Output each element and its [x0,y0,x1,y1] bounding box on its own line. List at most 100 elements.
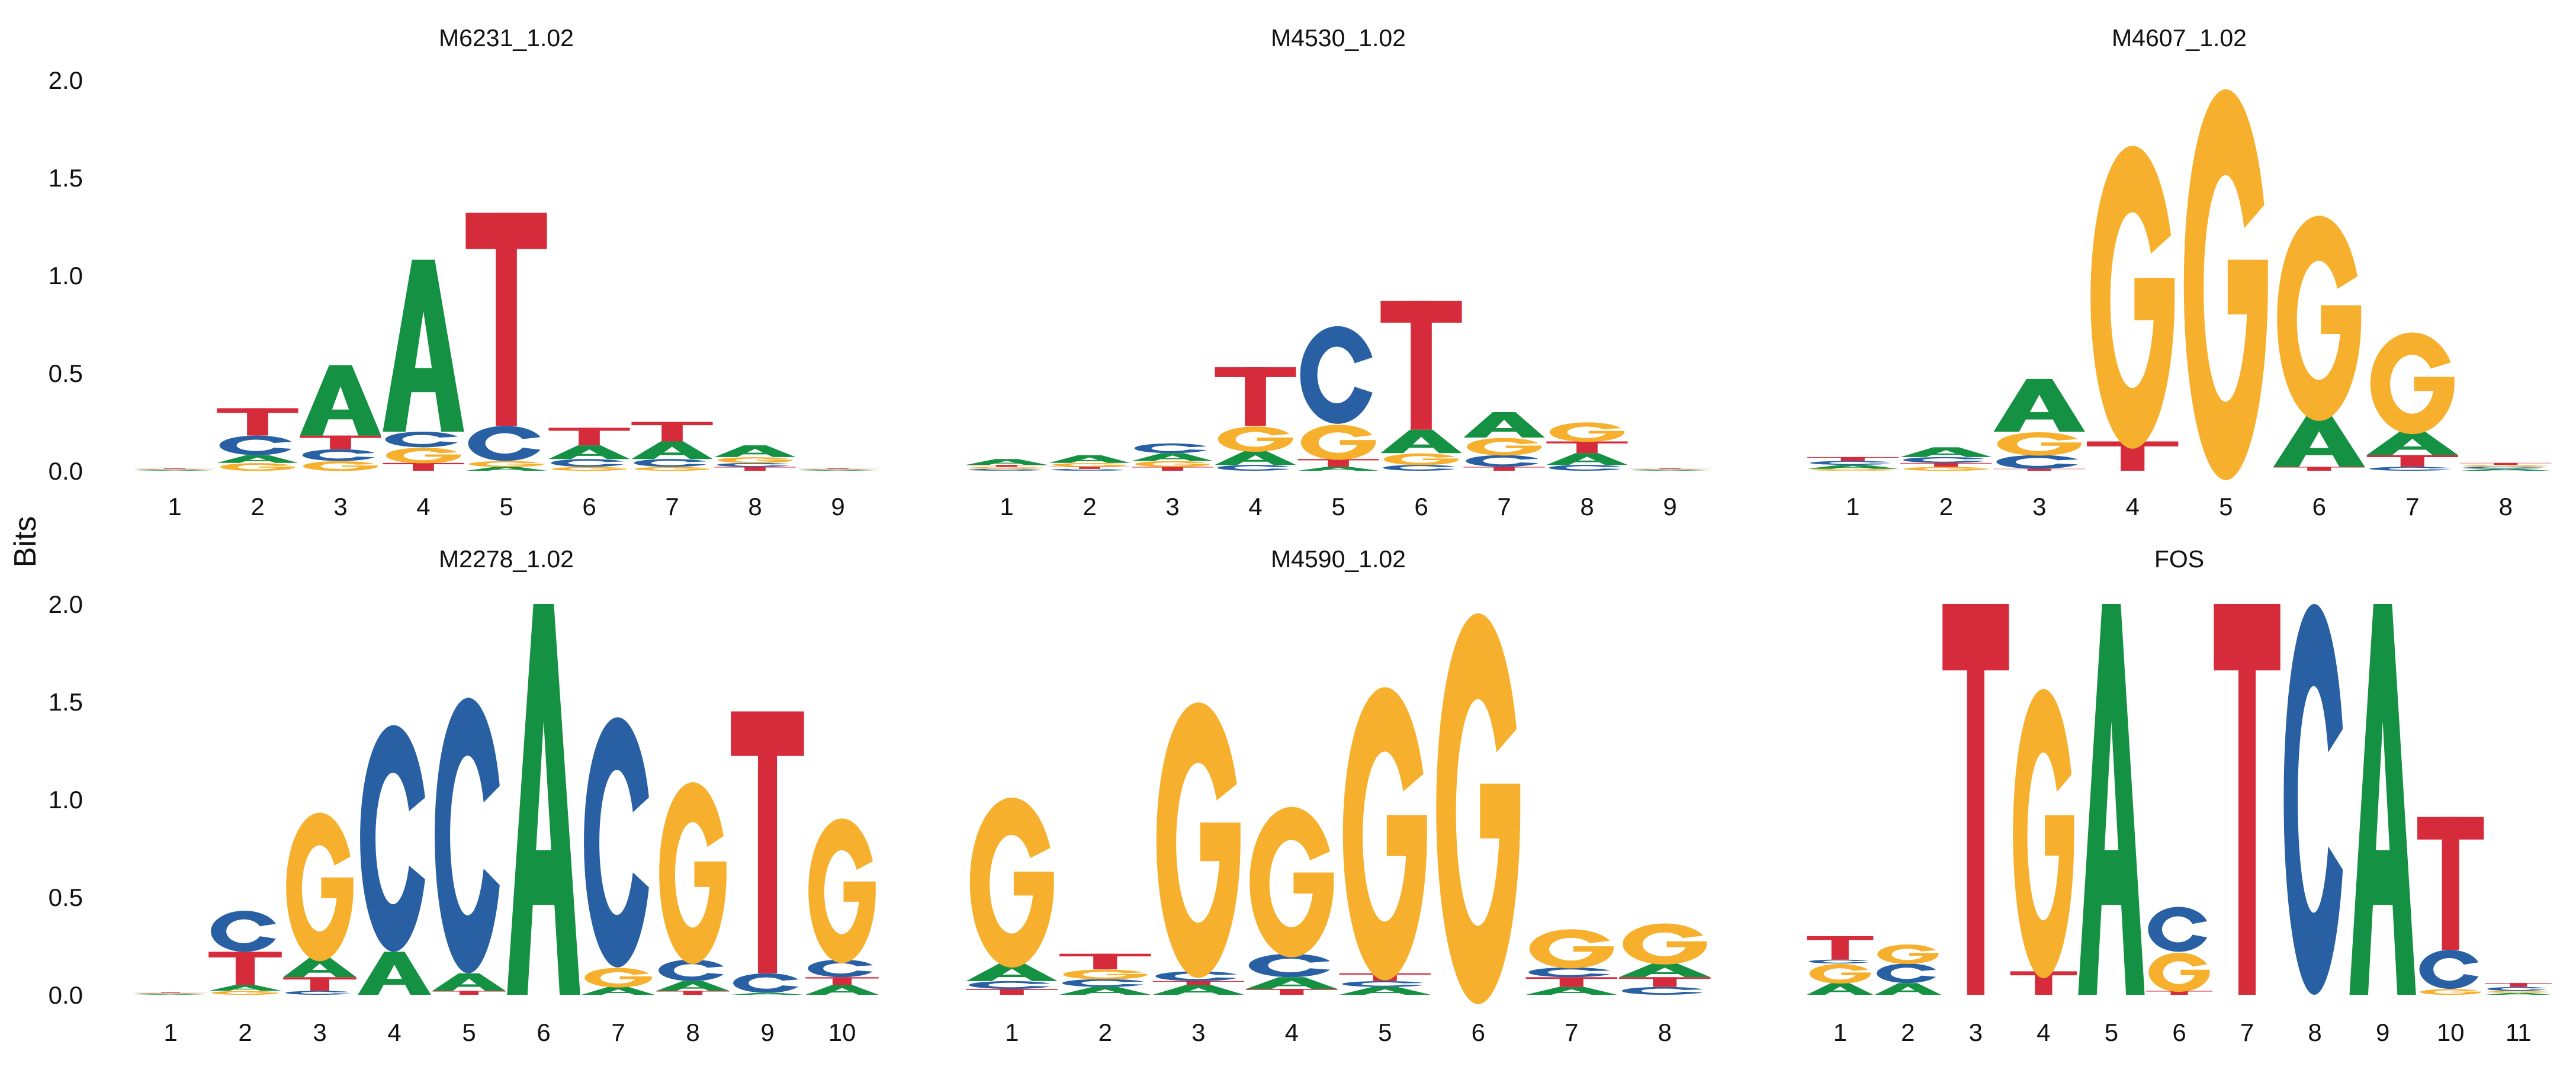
letter-T-red [656,991,730,995]
logo-stack [1059,953,1151,995]
letter-C-blue [1062,979,1144,987]
logo-stack [966,459,1048,471]
y-tick-label: 2.0 [49,66,83,94]
letter-A-green [1152,985,1244,995]
letter-T-red [1297,459,1379,467]
letter-C-blue [2369,467,2451,471]
logo-stack [465,213,547,471]
x-tick-label: 8 [2499,493,2513,520]
logo-panel: M2278_1.02 0.0 0.5 1.0 1.5 2.0 1 2 3 4 5 6 7 8 9 10 [49,545,879,1046]
panel-title: FOS [2154,545,2204,573]
letter-T-red [805,977,879,985]
logo-stack [432,698,506,995]
letter-A-green [631,441,713,459]
letter-T-red [1807,457,1899,461]
logo-stack [1619,923,1711,995]
y-tick-label: 0.0 [49,457,83,485]
letter-G-orange [2277,216,2362,421]
letter-C-blue [969,981,1051,989]
logo-stack [134,468,216,471]
logo-stack [507,604,580,995]
x-tick-label: 4 [1248,493,1262,520]
letter-T-red [631,422,713,442]
letter-C-blue [219,435,292,455]
x-tick-label: 7 [2240,1018,2254,1046]
x-tick-label: 6 [2172,1018,2186,1046]
y-tick-label: 0.5 [49,883,83,911]
letter-T-red [217,408,298,436]
x-tick-label: 5 [499,493,513,520]
x-tick-label: 5 [462,1018,476,1046]
letter-G-orange [468,461,544,467]
x-tick-label: 4 [416,493,430,520]
letter-A-green [1874,983,1941,995]
letter-T-red [1380,300,1462,430]
letter-G-orange [2488,991,2549,993]
panel-title: M2278_1.02 [439,545,574,573]
letter-A-green [465,467,547,471]
logo-stack [1215,367,1296,471]
x-tick-label: 5 [1331,493,1345,520]
x-tick-label: 8 [686,1018,699,1046]
logo-stack [2087,146,2179,471]
logo-stack [2078,604,2145,995]
letter-A-green [656,981,730,991]
letter-G-orange [2463,465,2548,467]
letter-A-green [283,957,356,978]
letter-T-red [714,467,796,471]
letter-G-orange [211,991,279,995]
letter-A-green [548,445,630,459]
logo-stack [1380,300,1462,471]
letter-G-orange [808,818,876,963]
letter-A-green [1059,986,1151,995]
logo-stack [1132,443,1213,471]
letter-C-blue [211,911,276,952]
letter-A-green [1246,977,1338,989]
x-tick-label: 7 [665,493,679,520]
logo-stack [2010,689,2077,995]
letter-G-orange [386,448,461,464]
x-tick-label: 11 [2506,1018,2532,1046]
letter-C-blue [302,449,375,461]
logo-stack [383,259,464,471]
logo-stack [1436,613,1521,1004]
letter-T-red [1546,441,1628,454]
letter-C-blue [659,959,724,981]
letter-C-blue [435,698,500,973]
x-tick-label: 1 [1846,493,1859,520]
letter-C-blue [717,462,789,467]
letter-T-red [2273,467,2365,471]
letter-A-green [731,992,804,995]
letter-T-red [1619,977,1711,987]
logo-stack [656,782,730,995]
x-tick-label: 3 [2032,493,2046,520]
letter-C-blue [2419,950,2479,989]
letter-C-blue [468,426,541,461]
letter-T-red [2417,817,2484,950]
logo-stack [1525,929,1617,995]
letter-A-green [1049,455,1130,463]
logo-stack [2283,603,2343,995]
letter-A-green [1619,963,1711,978]
x-tick-label: 6 [1472,1018,1485,1046]
letter-G-orange [1549,422,1625,442]
x-tick-label: 2 [1099,1018,1112,1046]
x-tick-label: 1 [168,493,181,520]
letter-G-orange [1250,806,1334,957]
x-tick-label: 3 [333,493,347,520]
letter-C-blue [360,725,425,952]
logo-stack [2485,983,2552,995]
x-tick-label: 1 [1000,493,1013,520]
letter-T-red [548,428,630,446]
x-tick-label: 9 [831,493,844,520]
logo-stack [208,911,282,995]
x-tick-label: 7 [611,1018,625,1046]
letter-C-blue [584,717,649,968]
x-tick-label: 2 [1939,493,1953,520]
x-tick-label: 4 [2126,493,2140,520]
letter-T-red [1463,467,1545,471]
x-tick-label: 6 [582,493,596,520]
letter-C-blue [2148,907,2208,952]
letter-G-orange [286,812,354,962]
letter-G-orange [1632,469,1708,470]
